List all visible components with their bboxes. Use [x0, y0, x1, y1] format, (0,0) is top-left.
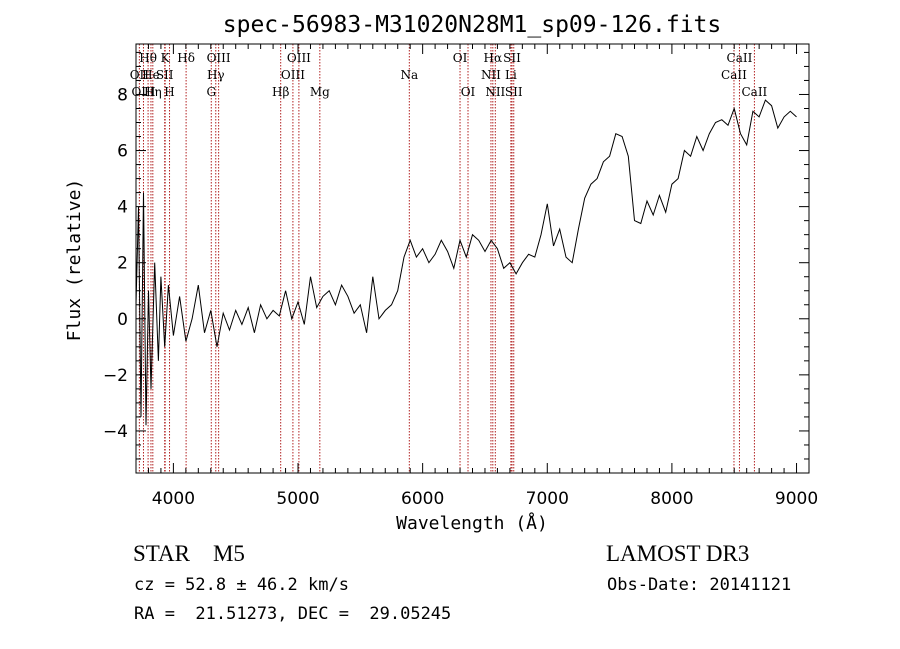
- y-tick-label: 0: [117, 310, 128, 330]
- line-label: Hθ: [139, 51, 157, 65]
- x-tick-label: 8000: [650, 489, 693, 509]
- emission-line-markers: [138, 44, 755, 473]
- y-tick-label: 8: [117, 85, 128, 105]
- line-label: Hδ: [177, 51, 195, 65]
- coordinates: RA = 21.51273, DEC = 29.05245: [134, 604, 452, 624]
- line-label: H: [164, 85, 174, 99]
- chart-title: spec-56983-M31020N28M1_sp09-126.fits: [223, 12, 722, 38]
- line-label: NII: [481, 68, 501, 82]
- y-tick-label: 2: [117, 254, 128, 274]
- y-tick-label: 6: [117, 142, 128, 162]
- line-label: OI: [453, 51, 468, 65]
- x-tick-label: 7000: [526, 489, 569, 509]
- x-axis-label: Wavelength (Å): [396, 512, 548, 534]
- line-label: Hβ: [272, 85, 289, 99]
- line-label: SII: [503, 51, 521, 65]
- y-tick-label: 4: [117, 198, 128, 218]
- line-label: OIII: [287, 51, 311, 65]
- line-label: OIII: [281, 68, 305, 82]
- y-tick-label: −2: [103, 366, 128, 386]
- plot-frame: [135, 43, 810, 474]
- line-label: SII: [505, 85, 523, 99]
- x-axis: 4000 5000 6000 7000 8000 9000: [135, 44, 818, 509]
- line-label: OIII: [131, 85, 155, 99]
- line-label: CaII: [721, 68, 747, 82]
- line-label: G: [206, 85, 216, 99]
- x-tick-label: 5000: [276, 489, 319, 509]
- line-label: CaII: [741, 85, 767, 99]
- spectrum-line: [135, 99, 797, 426]
- line-label: OII: [130, 68, 150, 82]
- line-label: K: [161, 51, 171, 65]
- line-label: Hη: [144, 85, 162, 99]
- line-label: SII: [156, 68, 174, 82]
- line-label: Hγ: [207, 68, 225, 82]
- line-label: Mg: [310, 85, 330, 99]
- line-label: OI: [461, 85, 476, 99]
- line-label: OIII: [207, 51, 231, 65]
- line-label: Hα: [484, 51, 503, 65]
- y-axis: −4 −2 0 2 4 6 8: [103, 51, 809, 474]
- survey-name: LAMOST DR3: [606, 541, 750, 566]
- redshift-velocity: cz = 52.8 ± 46.2 km/s: [134, 575, 349, 595]
- line-label: He: [142, 68, 160, 82]
- x-tick-label: 4000: [152, 489, 195, 509]
- line-label: CaII: [727, 51, 753, 65]
- observation-date: Obs-Date: 20141121: [607, 575, 792, 595]
- emission-line-labels: Hθ OII OIII He Hη K SII H Hδ OIII Hγ G Hβ OIII OIII Mg N…: [130, 51, 768, 99]
- x-tick-label: 9000: [775, 489, 818, 509]
- line-label: NII: [485, 85, 505, 99]
- y-axis-label: Flux (relative): [64, 179, 85, 342]
- object-class: STAR M5: [133, 541, 245, 566]
- line-label: Li: [505, 68, 517, 82]
- x-tick-label: 6000: [401, 489, 444, 509]
- line-label: Na: [400, 68, 418, 82]
- y-tick-label: −4: [103, 422, 128, 442]
